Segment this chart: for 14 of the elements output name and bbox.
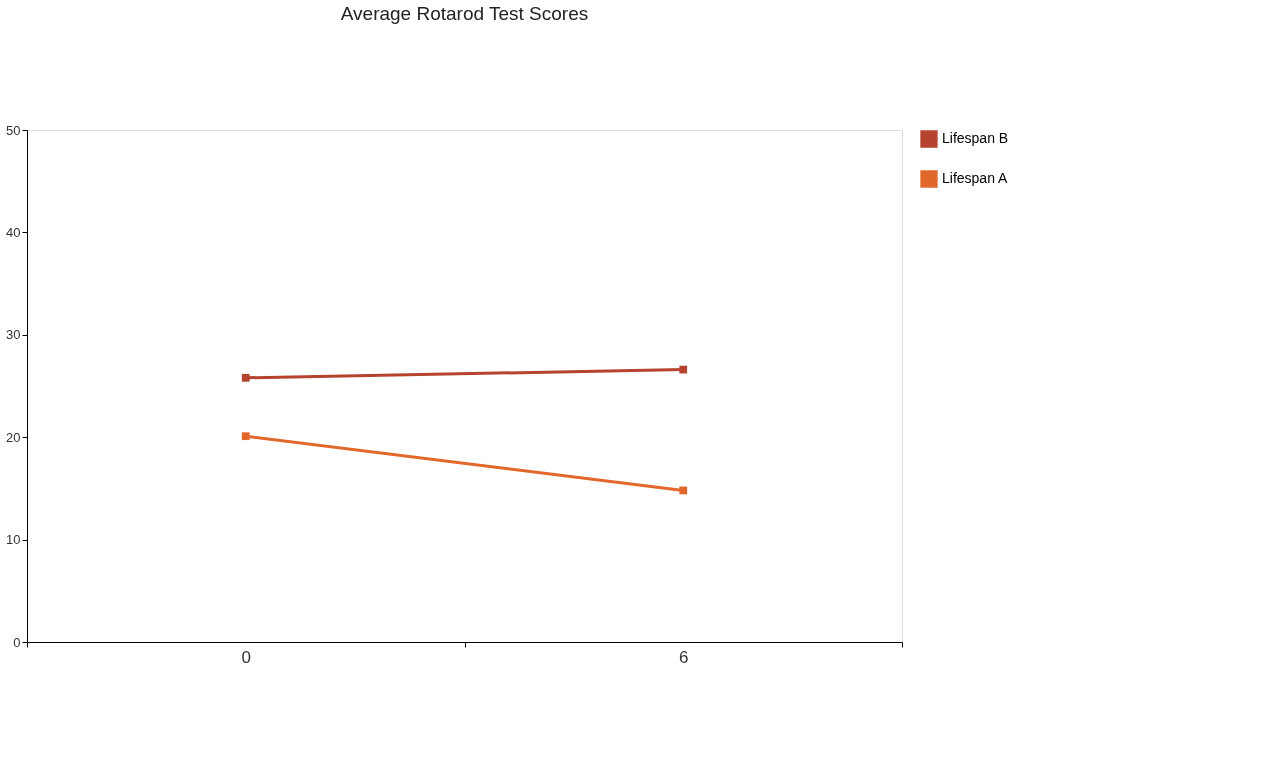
point xyxy=(679,365,688,374)
point xyxy=(679,486,688,495)
y-tick-label: 10 xyxy=(6,532,21,548)
point xyxy=(241,432,250,441)
y-tick-label: 20 xyxy=(6,429,21,445)
y-tick-label: 50 xyxy=(6,122,21,138)
y-tick-label: 30 xyxy=(6,327,21,343)
y-tick-label: 40 xyxy=(6,224,21,240)
point xyxy=(241,373,250,382)
legend-label: Lifespan A xyxy=(942,170,1009,186)
chart-title: Average Rotarod Test Scores xyxy=(340,3,589,24)
y-tick-label: 0 xyxy=(13,634,21,650)
x-tick-label: 6 xyxy=(679,647,689,667)
legend-label: Lifespan B xyxy=(942,130,1009,146)
